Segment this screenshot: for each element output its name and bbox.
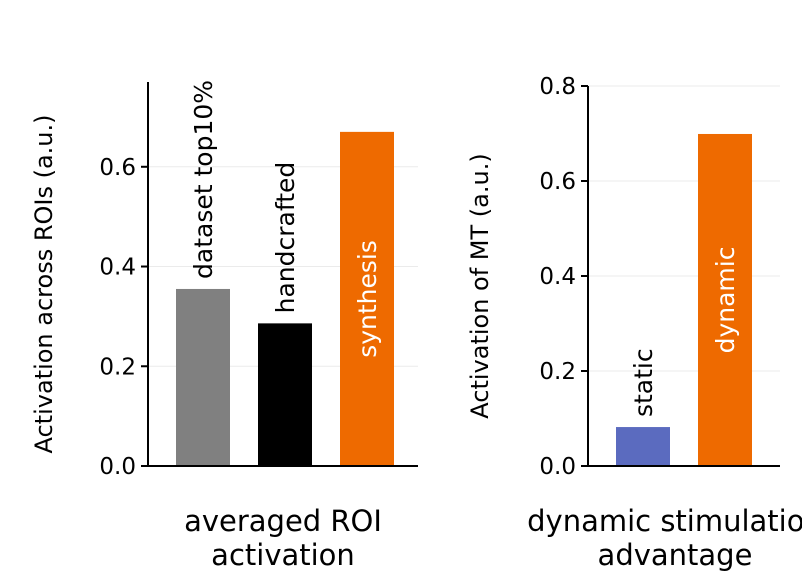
- x-axis-label: averaged ROI activation: [184, 504, 382, 572]
- y-axis-label: Activation across ROIs (a.u.): [30, 114, 58, 453]
- y-tick-label: 0.4: [99, 255, 136, 281]
- y-tick-label: 0.2: [99, 354, 136, 380]
- bar: [616, 427, 670, 466]
- bar-label: dataset top10%: [189, 80, 218, 279]
- bar: [340, 131, 394, 467]
- y-tick-label: 0.6: [99, 155, 136, 181]
- y-tick-label: 0.0: [99, 454, 136, 480]
- y-tick-label: 0.4: [539, 264, 576, 290]
- y-tick-label: 0.0: [539, 454, 576, 480]
- bar-label: dynamic: [711, 247, 740, 354]
- bar: [258, 323, 312, 466]
- y-tick-label: 0.6: [539, 169, 576, 195]
- y-tick-label: 0.8: [539, 74, 576, 100]
- bar-label: synthesis: [353, 240, 382, 358]
- bar-label: handcrafted: [271, 162, 300, 314]
- bar: [698, 133, 752, 466]
- bar: [176, 288, 230, 466]
- bar-label: static: [629, 348, 658, 417]
- x-axis-label: dynamic stimulation advantage: [527, 504, 802, 572]
- y-axis-label: Activation of MT (a.u.): [466, 153, 494, 418]
- y-tick-label: 0.2: [539, 359, 576, 385]
